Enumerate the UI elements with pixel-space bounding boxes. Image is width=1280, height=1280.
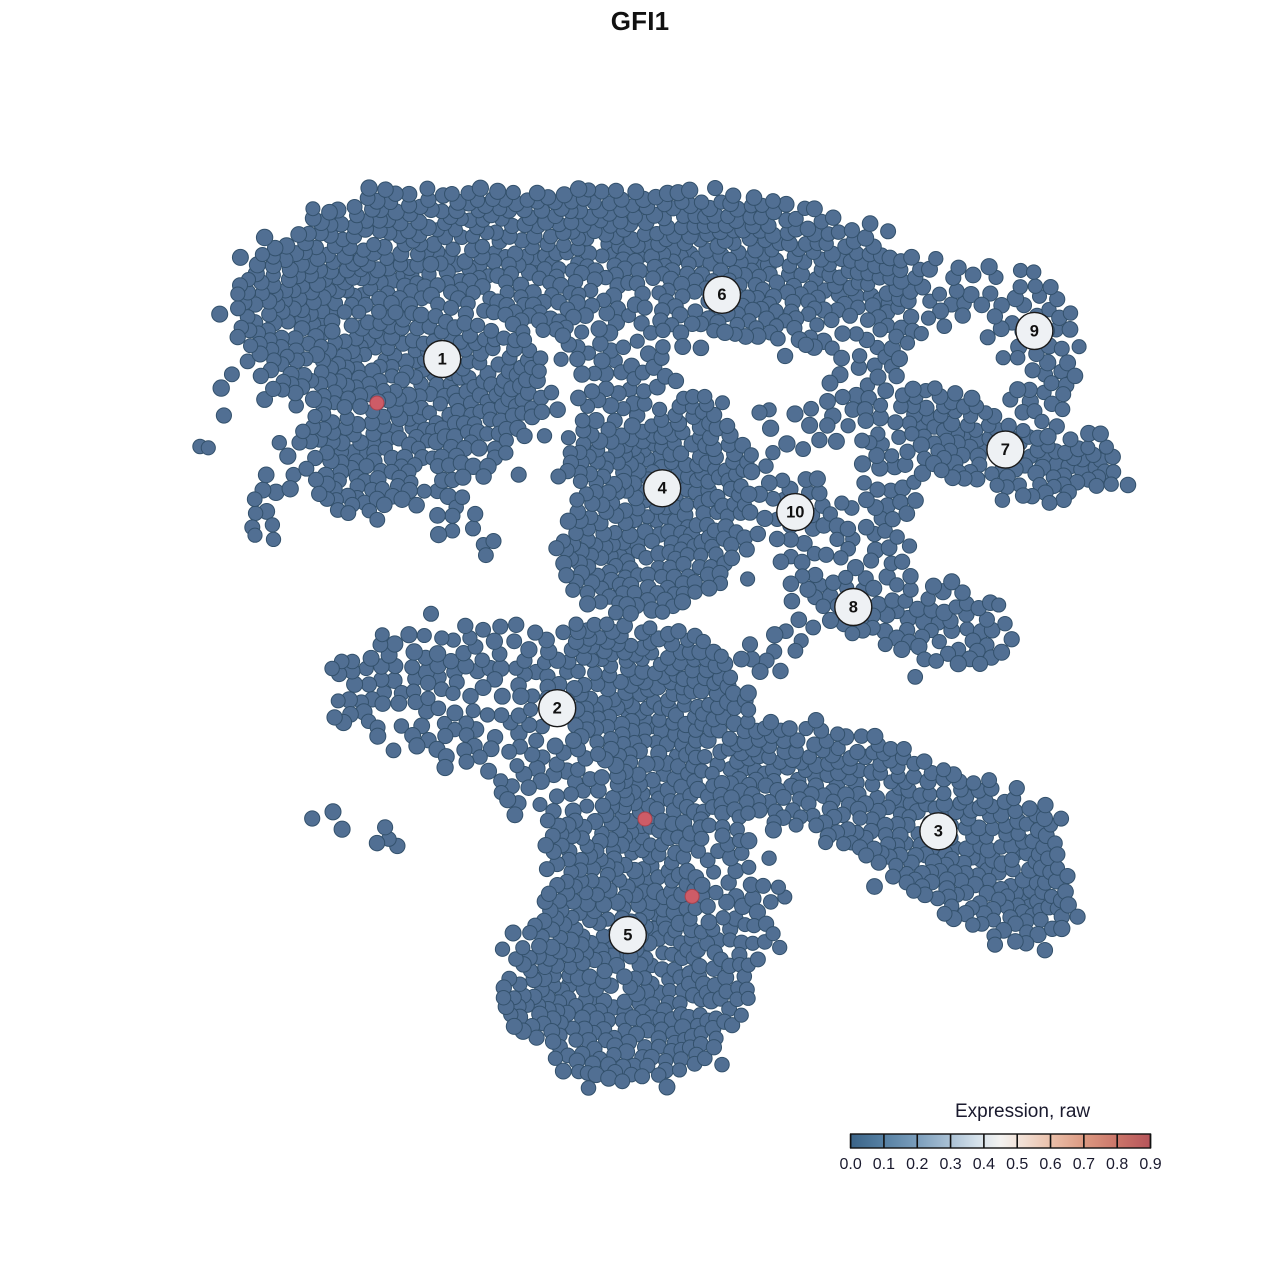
svg-text:0.7: 0.7 bbox=[1073, 1156, 1095, 1173]
svg-text:0.2: 0.2 bbox=[906, 1156, 928, 1173]
svg-text:0.8: 0.8 bbox=[1106, 1156, 1128, 1173]
svg-text:0.5: 0.5 bbox=[1006, 1156, 1028, 1173]
svg-text:0.4: 0.4 bbox=[973, 1156, 995, 1173]
svg-text:0.9: 0.9 bbox=[1139, 1156, 1161, 1173]
svg-text:0.6: 0.6 bbox=[1039, 1156, 1061, 1173]
svg-text:0.1: 0.1 bbox=[873, 1156, 895, 1173]
svg-text:0.0: 0.0 bbox=[839, 1156, 861, 1173]
svg-text:0.3: 0.3 bbox=[939, 1156, 961, 1173]
svg-text:Expression, raw: Expression, raw bbox=[955, 1101, 1090, 1122]
